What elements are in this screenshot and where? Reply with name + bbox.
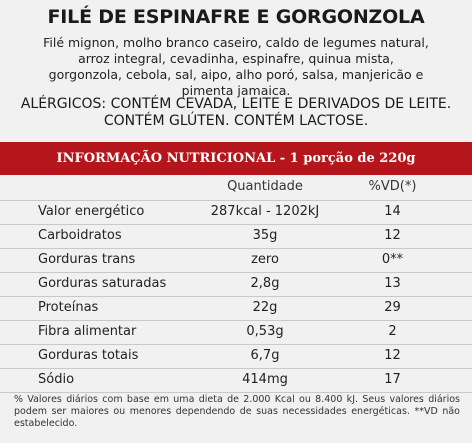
nutrient-name: Carboidratos: [38, 228, 122, 243]
nutrient-name: Valor energético: [38, 204, 145, 219]
nutrition-table: Valor energético 287kcal - 1202kJ 14 Car…: [0, 200, 472, 393]
nutrient-vd: 29: [384, 300, 401, 315]
nutrient-vd: 0**: [381, 252, 404, 267]
nutrition-table-header: Quantidade %VD(*): [0, 178, 472, 198]
ingredients-text: Filé mignon, molho branco caseiro, caldo…: [43, 35, 429, 98]
nutrient-name: Fibra alimentar: [38, 324, 137, 339]
nutrition-banner: INFORMAÇÃO NUTRICIONAL - 1 porção de 220…: [0, 142, 472, 175]
quantity-column-header: Quantidade: [227, 179, 303, 194]
nutrient-name: Gorduras saturadas: [38, 276, 167, 291]
vd-column-header: %VD(*): [368, 179, 417, 194]
table-row: Valor energético 287kcal - 1202kJ 14: [0, 200, 472, 224]
table-row: Gorduras totais 6,7g 12: [0, 344, 472, 368]
nutrient-name: Proteínas: [38, 300, 99, 315]
allergens-text: ALÉRGICOS: CONTÉM CEVADA, LEITE E DERIVA…: [20, 96, 452, 129]
table-row: Gorduras saturadas 2,8g 13: [0, 272, 472, 296]
nutrient-vd: 13: [384, 276, 401, 291]
nutrient-quantity: zero: [251, 252, 279, 267]
nutrient-vd: 17: [384, 372, 401, 387]
nutrient-quantity: 2,8g: [250, 276, 280, 291]
nutrient-name: Gorduras totais: [38, 348, 139, 363]
table-row: Gorduras trans zero 0**: [0, 248, 472, 272]
nutrient-vd: 12: [384, 228, 401, 243]
nutrient-name: Gorduras trans: [38, 252, 136, 267]
nutrient-quantity: 0,53g: [246, 324, 284, 339]
nutrient-quantity: 22g: [252, 300, 278, 315]
nutrient-quantity: 414mg: [242, 372, 288, 387]
nutrient-vd: 14: [384, 204, 401, 219]
nutrient-quantity: 287kcal - 1202kJ: [210, 204, 320, 219]
nutrient-vd: 12: [384, 348, 401, 363]
nutrient-quantity: 35g: [252, 228, 278, 243]
table-row: Proteínas 22g 29: [0, 296, 472, 320]
table-row: Carboidratos 35g 12: [0, 224, 472, 248]
product-title: FILÉ DE ESPINAFRE E GORGONZOLA: [47, 6, 425, 28]
footnote-text: % Valores diários com base em uma dieta …: [14, 394, 460, 429]
nutrient-vd: 2: [388, 324, 397, 339]
table-row: Fibra alimentar 0,53g 2: [0, 320, 472, 344]
nutrient-quantity: 6,7g: [250, 348, 280, 363]
nutrient-name: Sódio: [38, 372, 75, 387]
table-row: Sódio 414mg 17: [0, 368, 472, 393]
